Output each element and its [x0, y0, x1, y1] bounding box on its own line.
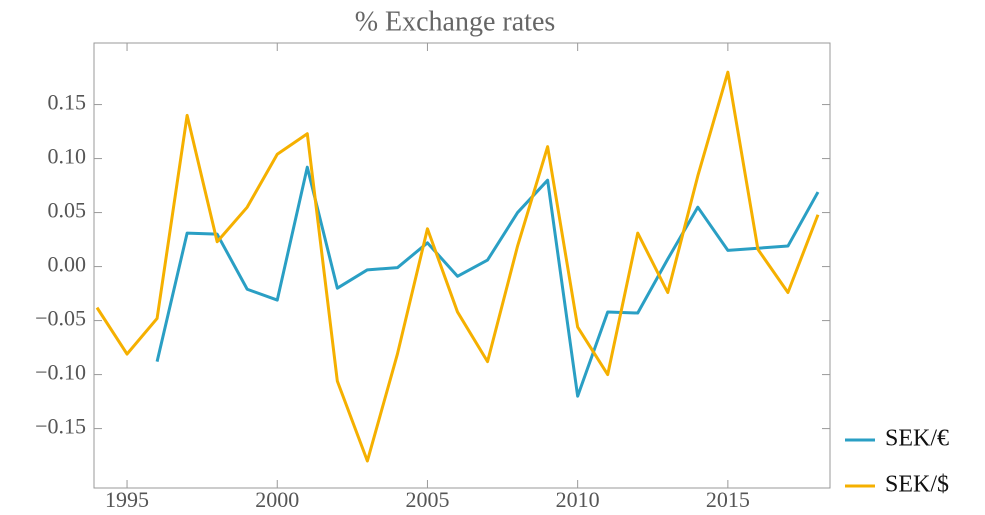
legend-label: SEK/$	[885, 472, 949, 498]
plot-frame	[93, 42, 831, 489]
y-tick-label: −0.10	[35, 360, 86, 385]
x-tick-label: 2015	[706, 487, 750, 512]
x-tick-label: 2005	[405, 487, 449, 512]
y-tick-label: 0.15	[48, 90, 87, 115]
y-tick-label: 0.05	[48, 198, 87, 223]
chart-title: % Exchange rates	[355, 6, 556, 37]
y-tick-label: 0.10	[48, 144, 87, 169]
x-tick-label: 2010	[556, 487, 600, 512]
y-tick-label: −0.05	[35, 306, 86, 331]
x-tick-label: 1995	[105, 487, 149, 512]
series-line	[155, 165, 820, 398]
legend-label: SEK/€	[885, 426, 949, 452]
y-tick-label: 0.00	[48, 252, 87, 277]
x-tick-label: 2000	[255, 487, 299, 512]
series-line	[95, 70, 820, 463]
y-tick-label: −0.15	[35, 414, 86, 439]
